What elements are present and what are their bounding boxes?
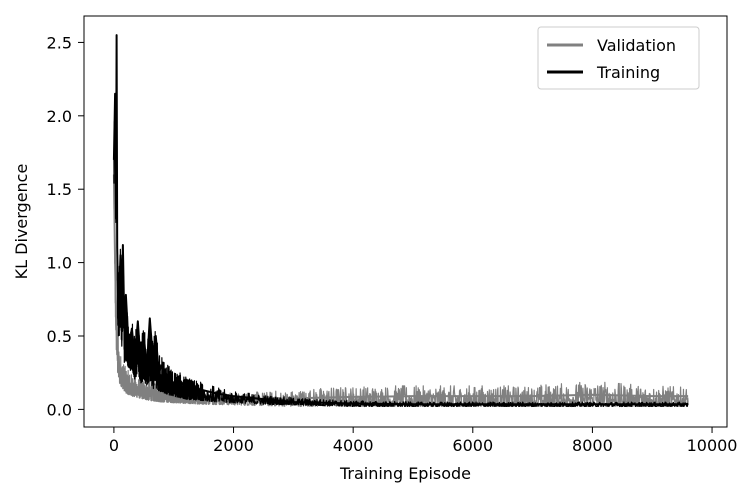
y-tick-label-0.5: 0.5 bbox=[47, 327, 72, 346]
y-tick-label-2.5: 2.5 bbox=[47, 33, 72, 52]
x-tick-label-10000: 10000 bbox=[687, 436, 738, 455]
legend-label-validation: Validation bbox=[597, 36, 676, 55]
y-tick-label-1: 1.0 bbox=[47, 254, 72, 273]
y-tick-label-2: 2.0 bbox=[47, 107, 72, 126]
y-tick-label-0: 0.0 bbox=[47, 400, 72, 419]
y-axis: 0.0 0.5 1.0 1.5 2.0 2.5 bbox=[47, 33, 84, 419]
legend: Validation Training bbox=[537, 26, 700, 90]
y-axis-title: KL Divergence bbox=[12, 164, 31, 280]
x-tick-label-0: 0 bbox=[109, 436, 119, 455]
legend-label-training: Training bbox=[596, 63, 660, 82]
x-tick-label-2000: 2000 bbox=[213, 436, 254, 455]
series-layer bbox=[112, 34, 689, 408]
x-tick-label-8000: 8000 bbox=[572, 436, 613, 455]
x-tick-label-6000: 6000 bbox=[452, 436, 493, 455]
series-training-line bbox=[112, 34, 689, 406]
x-axis-title: Training Episode bbox=[339, 464, 471, 483]
plot-frame bbox=[83, 15, 728, 428]
x-tick-label-4000: 4000 bbox=[333, 436, 374, 455]
series-validation-line bbox=[112, 174, 689, 401]
plot-area bbox=[83, 15, 728, 428]
x-axis: 0 2000 4000 6000 8000 10000 bbox=[109, 427, 738, 455]
y-tick-label-1.5: 1.5 bbox=[47, 180, 72, 199]
